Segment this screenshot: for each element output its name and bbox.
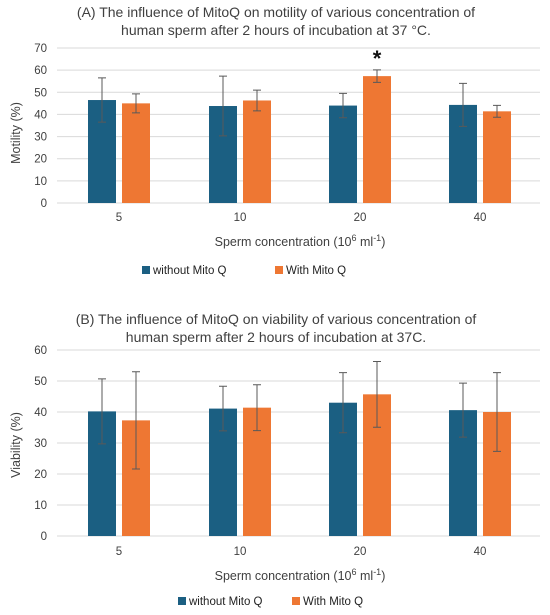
chart-b-bars xyxy=(88,360,511,536)
chart-b-x-axis-label: Sperm concentration (106 ml-1) xyxy=(215,567,386,583)
chart-a-error-bar-without-10 xyxy=(219,75,227,137)
chart-b-y-ticks: 0 10 20 30 40 50 60 xyxy=(34,345,47,543)
chart-a-x-label-sup2: -1 xyxy=(373,233,381,243)
chart-b-legend-label-with: With Mito Q xyxy=(303,596,363,608)
chart-a-x-tick-40: 40 xyxy=(474,212,487,224)
chart-a: (A) The influence of MitoQ on motility o… xyxy=(9,4,540,277)
chart-b-x-label-end: ) xyxy=(381,569,385,583)
chart-b-x-tick-20: 20 xyxy=(354,546,367,558)
chart-a-y-axis-label: Motility (%) xyxy=(9,102,23,164)
chart-a-y-tick-50: 50 xyxy=(34,87,47,99)
chart-a-x-tick-10: 10 xyxy=(234,212,247,224)
chart-a-bars: * xyxy=(88,46,511,203)
chart-a-x-label-end: ) xyxy=(381,235,385,249)
chart-b-x-label-sup: 6 xyxy=(352,567,357,577)
chart-a-error-bar-without-5 xyxy=(98,77,106,123)
chart-b-x-ticks: 5 10 20 40 xyxy=(116,546,487,558)
chart-b-y-tick-10: 10 xyxy=(34,500,47,512)
chart-a-error-bar-without-40 xyxy=(459,82,467,127)
chart-b-x-label-sup2: -1 xyxy=(373,567,381,577)
chart-a-legend: without Mito Q With Mito Q xyxy=(142,265,346,277)
chart-b-y-tick-20: 20 xyxy=(34,469,47,481)
chart-b-y-tick-50: 50 xyxy=(34,376,47,388)
chart-b-y-tick-0: 0 xyxy=(41,531,47,543)
chart-a-legend-label-without: without Mito Q xyxy=(152,265,227,277)
chart-b-legend: without Mito Q With Mito Q xyxy=(178,596,363,608)
chart-b-error-bar-without-5 xyxy=(98,378,106,445)
chart-b-y-tick-60: 60 xyxy=(34,345,47,357)
chart-a-legend-swatch-with xyxy=(275,266,283,274)
chart-a-y-tick-10: 10 xyxy=(34,176,47,188)
chart-a-x-axis-label: Sperm concentration (106 ml-1) xyxy=(215,233,386,249)
chart-a-error-bar-with-10 xyxy=(253,89,261,112)
chart-a-title-line1: (A) The influence of MitoQ on motility o… xyxy=(77,4,475,20)
chart-a-error-bar-with-40 xyxy=(493,104,501,118)
chart-a-y-tick-20: 20 xyxy=(34,154,47,166)
chart-a-y-tick-70: 70 xyxy=(34,43,47,55)
chart-a-bar-with-20 xyxy=(363,76,391,203)
chart-a-bar-without-20 xyxy=(329,105,357,203)
chart-b-title-line2: human sperm after 2 hours of incubation … xyxy=(126,329,426,345)
chart-a-x-label-tail: ml xyxy=(357,235,374,249)
chart-b-title-line1: (B) The influence of MitoQ on viability … xyxy=(76,311,477,327)
chart-a-error-bar-with-20 xyxy=(373,69,381,83)
chart-a-y-tick-0: 0 xyxy=(41,198,47,210)
chart-b-x-tick-5: 5 xyxy=(116,546,122,558)
chart-a-x-tick-5: 5 xyxy=(116,212,122,224)
chart-b: (B) The influence of MitoQ on viability … xyxy=(9,311,540,608)
chart-b-error-bar-without-10 xyxy=(219,385,227,432)
chart-a-y-tick-30: 30 xyxy=(34,132,47,144)
chart-b-x-label-tail: ml xyxy=(357,569,374,583)
chart-b-error-bar-with-5 xyxy=(132,371,140,470)
chart-b-error-bar-without-20 xyxy=(339,372,347,434)
chart-a-significance-marker: * xyxy=(373,46,382,71)
chart-b-error-bar-with-20 xyxy=(373,360,381,428)
chart-a-x-ticks: 5 10 20 40 xyxy=(116,212,487,224)
chart-b-error-bar-with-40 xyxy=(493,372,501,452)
chart-b-x-tick-40: 40 xyxy=(474,546,487,558)
chart-b-x-label-main: Sperm concentration (10 xyxy=(215,569,352,583)
chart-a-error-bar-without-20 xyxy=(339,92,347,119)
chart-b-y-axis-label: Viability (%) xyxy=(9,412,23,478)
chart-b-legend-swatch-without xyxy=(178,597,186,605)
chart-a-bar-with-5 xyxy=(122,103,150,203)
chart-b-x-tick-10: 10 xyxy=(234,546,247,558)
chart-a-x-label-sup: 6 xyxy=(352,233,357,243)
chart-a-title-line2: human sperm after 2 hours of incubation … xyxy=(121,22,431,38)
chart-a-bar-with-10 xyxy=(243,100,271,203)
chart-a-x-label-main: Sperm concentration (10 xyxy=(215,235,352,249)
chart-a-y-tick-40: 40 xyxy=(34,109,47,121)
chart-a-x-tick-20: 20 xyxy=(354,212,367,224)
chart-b-y-tick-40: 40 xyxy=(34,407,47,419)
chart-a-y-tick-60: 60 xyxy=(34,65,47,77)
chart-a-error-bar-with-5 xyxy=(132,93,140,114)
chart-b-y-tick-30: 30 xyxy=(34,438,47,450)
chart-a-legend-label-with: With Mito Q xyxy=(286,265,346,277)
chart-a-legend-swatch-without xyxy=(142,266,150,274)
chart-b-error-bar-without-40 xyxy=(459,382,467,438)
chart-b-legend-label-without: without Mito Q xyxy=(188,596,263,608)
chart-a-bar-with-40 xyxy=(483,111,511,203)
chart-b-legend-swatch-with xyxy=(292,597,300,605)
chart-b-error-bar-with-10 xyxy=(253,384,261,432)
chart-a-y-ticks: 0 10 20 30 40 50 60 70 xyxy=(34,43,47,210)
